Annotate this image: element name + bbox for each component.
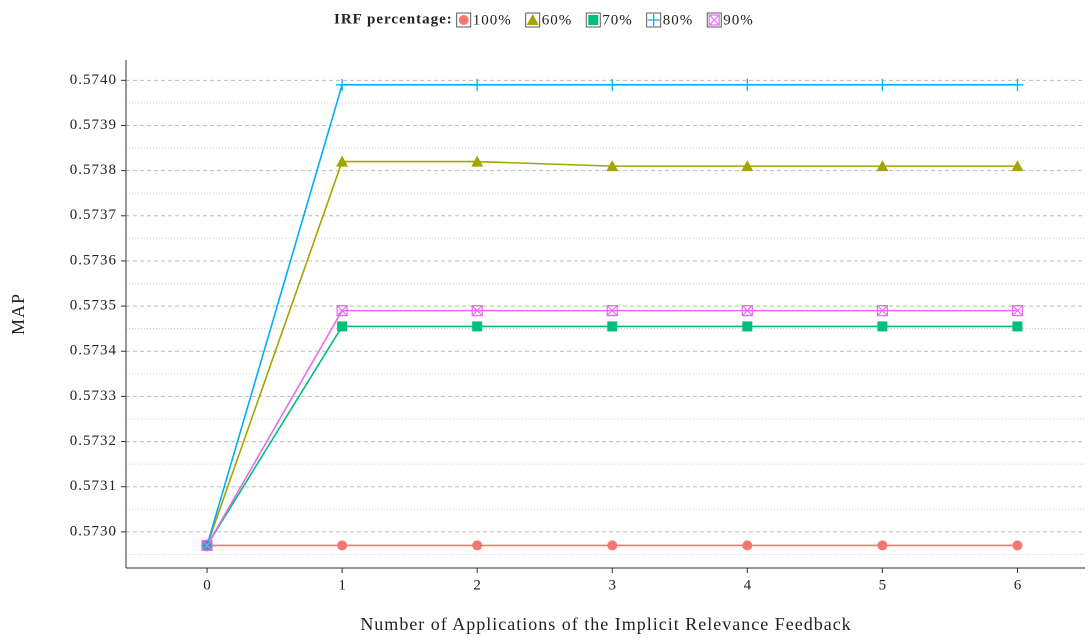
legend-label: 90% (723, 12, 754, 28)
marker (742, 321, 753, 332)
legend-label: 60% (542, 12, 573, 28)
marker (336, 78, 349, 91)
marker (471, 78, 484, 91)
marker (458, 15, 469, 25)
legend-item: 60% (525, 12, 573, 28)
series-line (206, 309, 1018, 546)
marker (1011, 305, 1024, 317)
marker (526, 14, 539, 25)
y-tick-label: 0.5734 (70, 343, 117, 359)
y-tick-label: 0.5730 (70, 523, 117, 539)
y-tick-label: 0.5739 (70, 117, 117, 133)
y-tick-label: 0.5732 (70, 433, 117, 449)
legend-label: 100% (473, 12, 512, 28)
marker (471, 155, 484, 167)
marker (606, 160, 619, 172)
y-tick-label: 0.5740 (70, 72, 117, 88)
marker (606, 305, 618, 317)
marker (337, 540, 348, 551)
marker (1011, 160, 1024, 172)
y-tick-label: 0.5737 (70, 207, 117, 223)
x-tick-label: 2 (473, 577, 481, 593)
marker (606, 78, 619, 91)
marker (471, 305, 483, 317)
y-tick-label: 0.5733 (70, 388, 117, 404)
x-tick-label: 3 (609, 577, 617, 593)
legend-item: 80% (646, 12, 694, 28)
marker (472, 321, 483, 332)
marker (607, 540, 618, 551)
marker (201, 539, 213, 552)
marker (1012, 540, 1023, 551)
marker (876, 160, 889, 172)
marker (741, 78, 754, 91)
marker (741, 160, 754, 172)
series-line (206, 160, 1018, 546)
legend-item: 70% (585, 12, 633, 28)
x-tick-label: 5 (879, 577, 887, 593)
marker (472, 540, 483, 551)
marker (708, 14, 720, 26)
marker (647, 14, 660, 26)
marker (336, 305, 348, 317)
x-axis-label: Number of Applications of the Implicit R… (360, 614, 851, 634)
legend-label: 80% (663, 12, 694, 28)
marker (876, 78, 889, 91)
marker (1011, 78, 1024, 91)
marker (877, 321, 888, 332)
marker (607, 321, 618, 332)
legend-item: 100% (456, 12, 512, 28)
y-tick-label: 0.5736 (70, 252, 117, 268)
marker (876, 305, 888, 317)
y-axis-label: MAP (8, 293, 28, 335)
marker (741, 305, 753, 317)
x-tick-label: 0 (203, 577, 211, 593)
y-tick-label: 0.5738 (70, 162, 117, 178)
marker (877, 540, 888, 551)
legend-label: 70% (602, 12, 633, 28)
marker (336, 155, 349, 167)
legend-item: 90% (706, 12, 754, 28)
series-line (206, 325, 1018, 546)
marker (337, 321, 348, 332)
y-tick-label: 0.5731 (70, 478, 117, 494)
x-tick-label: 1 (338, 577, 346, 593)
x-tick-label: 6 (1014, 577, 1022, 593)
marker (742, 540, 753, 551)
x-tick-label: 4 (744, 577, 752, 593)
legend-title: IRF percentage: (334, 11, 453, 27)
y-tick-label: 0.5735 (70, 298, 117, 314)
marker (1012, 321, 1023, 332)
marker (588, 15, 599, 25)
